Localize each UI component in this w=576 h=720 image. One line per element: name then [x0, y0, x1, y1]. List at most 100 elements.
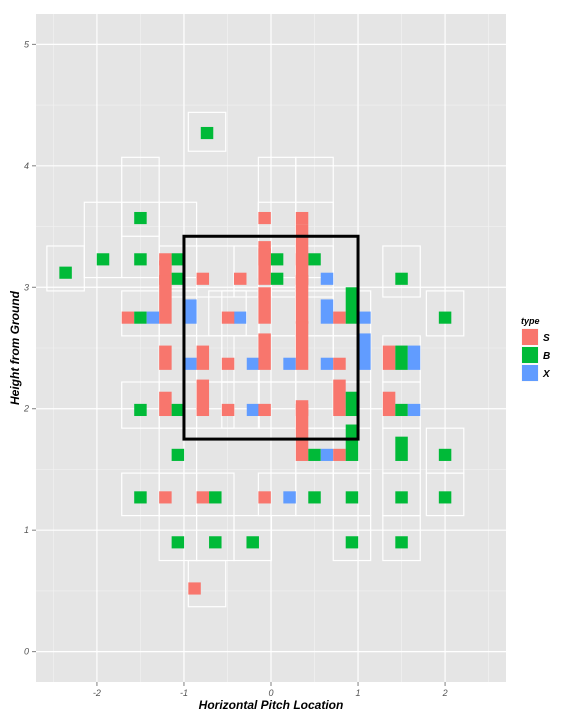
bin-tile: [425, 290, 465, 337]
bar-x: [184, 357, 197, 370]
bar-b: [246, 536, 259, 549]
bar-b: [59, 266, 72, 279]
legend-swatch-b: [522, 347, 538, 363]
bar-b: [171, 253, 185, 266]
legend-label-x: X: [542, 369, 551, 380]
bar-x: [283, 357, 296, 370]
y-tick-label: 0: [24, 647, 29, 657]
bar-b: [345, 491, 359, 504]
bar-b: [395, 436, 408, 461]
bar-b: [200, 126, 214, 140]
bar-b: [134, 253, 147, 266]
legend-label-s: S: [543, 333, 550, 344]
bin-tile: [187, 111, 227, 152]
bars-layer: [59, 126, 452, 595]
bar-x: [146, 311, 160, 324]
bar-b: [209, 536, 222, 549]
legend-label-b: B: [543, 351, 550, 362]
bar-b: [134, 491, 147, 504]
y-tick-label: 2: [23, 404, 29, 414]
bin-tile: [332, 515, 372, 562]
bar-s: [295, 211, 309, 225]
legend-swatch-x: [522, 365, 538, 381]
bar-x: [320, 299, 334, 324]
bar-s: [295, 321, 309, 370]
bin-tile: [382, 515, 421, 562]
bin-tile: [233, 245, 273, 298]
x-tick-label: 0: [268, 688, 273, 698]
bar-s: [258, 248, 271, 285]
bar-s: [382, 391, 396, 417]
bar-s: [333, 379, 346, 417]
bar-b: [345, 391, 359, 417]
bar-s: [258, 333, 271, 370]
y-tick-label: 5: [24, 39, 30, 49]
bar-b: [270, 253, 284, 266]
bar-s: [295, 224, 309, 285]
bar-s: [333, 357, 346, 370]
bar-b: [171, 536, 185, 549]
y-axis: 0 1 2 3 4 5: [23, 39, 36, 657]
bar-b: [134, 211, 147, 225]
bar-b: [395, 536, 408, 549]
bar-x: [358, 311, 371, 324]
bar-b: [438, 448, 452, 461]
bar-x: [184, 299, 197, 324]
y-tick-label: 1: [24, 525, 29, 535]
bar-b: [134, 403, 147, 417]
bar-b: [438, 491, 452, 504]
bar-b: [395, 272, 408, 285]
bar-b: [345, 536, 359, 549]
bar-b: [209, 491, 222, 504]
bar-x: [407, 345, 421, 370]
bar-b: [395, 345, 408, 370]
bar-b: [270, 272, 284, 285]
bar-b: [345, 424, 359, 461]
bar-s: [295, 400, 309, 461]
bin-tile: [425, 472, 465, 517]
bar-s: [188, 582, 201, 595]
bar-b: [308, 491, 321, 504]
bar-s: [295, 275, 309, 324]
bar-b: [308, 253, 321, 266]
bar-s: [333, 311, 346, 324]
bar-b: [171, 448, 185, 461]
bar-x: [246, 357, 260, 370]
x-axis-title: Horizontal Pitch Location: [199, 698, 344, 712]
bar-s: [382, 345, 396, 370]
legend: type SBX: [520, 316, 551, 383]
bar-x: [320, 448, 334, 461]
bin-tile: [233, 515, 273, 562]
y-tick-label: 4: [24, 161, 29, 171]
bar-b: [395, 491, 408, 504]
legend-swatch-s: [522, 329, 538, 345]
bar-x: [283, 491, 296, 504]
bar-b: [308, 448, 321, 461]
legend-title: type: [521, 316, 540, 326]
bar-s: [221, 357, 235, 370]
strike-zone: [182, 234, 360, 441]
bar-x: [246, 403, 260, 417]
bar-b: [171, 272, 185, 285]
bar-x: [233, 311, 247, 324]
bar-b: [96, 253, 110, 266]
bar-x: [358, 333, 371, 370]
bar-b: [395, 403, 408, 417]
y-axis-title: Height from Ground: [8, 290, 22, 405]
x-tick-label: 2: [442, 688, 448, 698]
bar-x: [320, 272, 334, 285]
bar-s: [258, 403, 271, 417]
bar-s: [121, 311, 135, 324]
x-axis: -2 -1 0 1 2: [93, 682, 448, 698]
bar-x: [407, 403, 421, 417]
bar-s: [258, 287, 271, 324]
bar-b: [171, 403, 185, 417]
bar-b: [438, 311, 452, 324]
bar-s: [196, 379, 210, 417]
bar-b: [345, 287, 359, 324]
bar-s: [258, 211, 271, 225]
bar-s: [333, 448, 346, 461]
bar-s: [196, 272, 210, 285]
bar-x: [320, 357, 334, 370]
